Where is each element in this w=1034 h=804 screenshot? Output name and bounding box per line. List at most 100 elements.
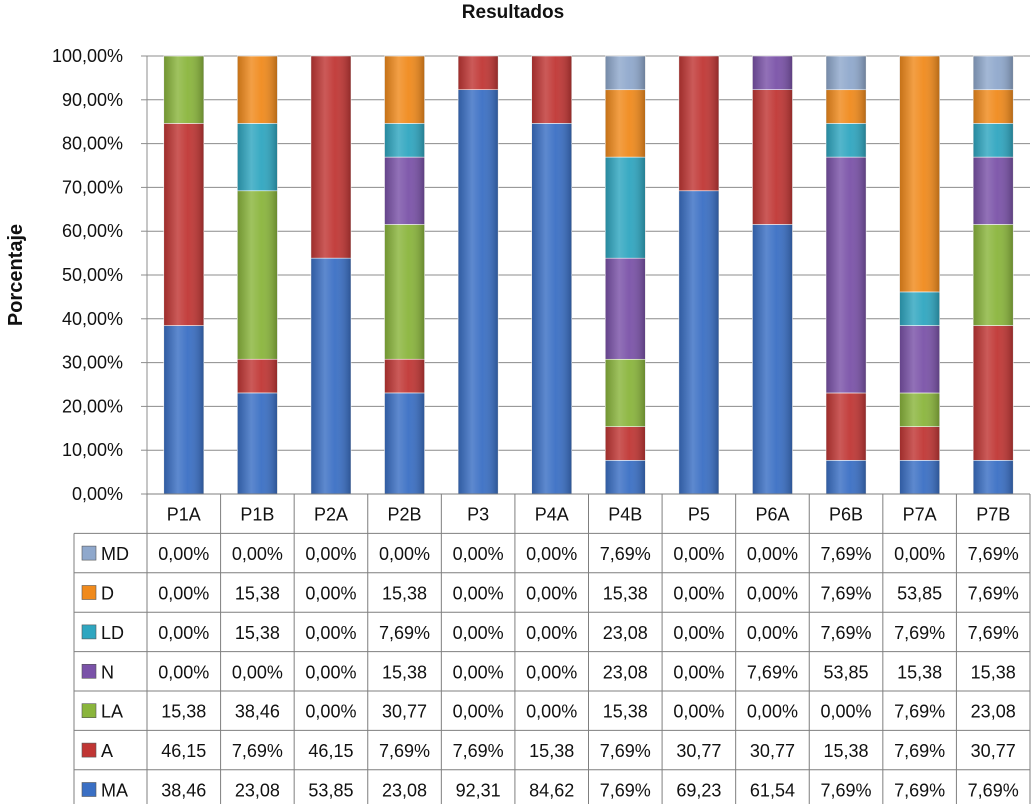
- table-cell: 23,08: [603, 662, 648, 682]
- table-cell: 30,77: [676, 741, 721, 761]
- y-tick-label: 90,00%: [62, 90, 123, 110]
- bar-shading: [163, 123, 204, 326]
- table-cell: 23,08: [971, 702, 1016, 722]
- table-cell: 7,69%: [894, 623, 945, 643]
- table-cell: 0,00%: [747, 584, 798, 604]
- table-cell: 0,00%: [821, 702, 872, 722]
- bar-shading: [826, 56, 867, 90]
- y-tick-label: 40,00%: [62, 309, 123, 329]
- table-cell: 0,00%: [673, 584, 724, 604]
- table-cell: 69,23: [676, 781, 721, 801]
- table-cell: 7,69%: [600, 781, 651, 801]
- table-cell: 0,00%: [526, 544, 577, 564]
- bar-shading: [384, 123, 425, 158]
- table-cell: 0,00%: [673, 544, 724, 564]
- table-cell: 0,00%: [453, 623, 504, 643]
- bar-shading: [605, 157, 646, 259]
- legend-label-la: LA: [101, 702, 123, 722]
- table-cell: 7,69%: [453, 741, 504, 761]
- bar-shading: [826, 460, 867, 494]
- table-cell: 0,00%: [305, 544, 356, 564]
- bar-shading: [678, 190, 719, 495]
- bar-shading: [899, 56, 940, 292]
- table-cell: 0,00%: [526, 702, 577, 722]
- table-cell: 46,15: [308, 741, 353, 761]
- bar-shading: [531, 56, 572, 124]
- chart-title: Resultados: [462, 2, 564, 23]
- bar-shading: [384, 224, 425, 360]
- table-cell: 0,00%: [673, 662, 724, 682]
- bar-shading: [899, 460, 940, 494]
- table-cell: 15,38: [161, 702, 206, 722]
- legend-swatch-ld: [81, 624, 97, 640]
- bar-shading: [826, 89, 867, 124]
- y-tick-label: 70,00%: [62, 177, 123, 197]
- legend-label-n: N: [101, 662, 114, 682]
- bar-shading: [973, 325, 1014, 461]
- table-cell: 30,77: [382, 702, 427, 722]
- bar-shading: [605, 426, 646, 461]
- bar-shading: [605, 89, 646, 158]
- legend-swatch-md: [81, 545, 97, 561]
- y-axis-label: Porcentaje: [5, 224, 27, 326]
- bar-shading: [973, 157, 1014, 225]
- category-label-p6b: P6B: [829, 505, 863, 525]
- table-cell: 7,69%: [894, 741, 945, 761]
- table-cell: 0,00%: [453, 584, 504, 604]
- bars: [163, 55, 1014, 495]
- table-cell: 15,38: [235, 623, 280, 643]
- bar-shading: [237, 359, 278, 393]
- bar-shading: [310, 258, 351, 494]
- category-label-p2a: P2A: [314, 505, 348, 525]
- table-cell: 15,38: [382, 584, 427, 604]
- bar-shading: [163, 325, 204, 494]
- table-cell: 0,00%: [747, 544, 798, 564]
- table-cell: 46,15: [161, 741, 206, 761]
- legend-label-md: MD: [101, 544, 129, 564]
- table-cell: 0,00%: [673, 702, 724, 722]
- table-cell: 7,69%: [968, 584, 1019, 604]
- table-cell: 7,69%: [821, 544, 872, 564]
- bar-shading: [973, 56, 1014, 90]
- bar-shading: [458, 56, 499, 90]
- bar-shading: [531, 123, 572, 494]
- category-label-p4a: P4A: [535, 505, 569, 525]
- bar-shading: [237, 392, 278, 494]
- bar-shading: [899, 325, 940, 393]
- table-cell: 23,08: [603, 623, 648, 643]
- bar-shading: [752, 224, 793, 494]
- y-tick-label: 50,00%: [62, 265, 123, 285]
- legend-label-ld: LD: [101, 623, 124, 643]
- table-cell: 7,69%: [232, 741, 283, 761]
- table-cell: 15,38: [529, 741, 574, 761]
- table-cell: 15,38: [971, 662, 1016, 682]
- bar-shading: [973, 460, 1014, 494]
- y-tick-label: 10,00%: [62, 440, 123, 460]
- table-cell: 7,69%: [600, 544, 651, 564]
- table-cell: 0,00%: [894, 544, 945, 564]
- legend-swatch-n: [81, 663, 97, 679]
- table-cell: 0,00%: [379, 544, 430, 564]
- bar-shading: [384, 157, 425, 225]
- table-cell: 38,46: [235, 702, 280, 722]
- y-tick-label: 30,00%: [62, 353, 123, 373]
- table-cell: 61,54: [750, 781, 795, 801]
- table-cell: 53,85: [824, 662, 869, 682]
- table-cell: 0,00%: [158, 662, 209, 682]
- bar-shading: [973, 89, 1014, 124]
- bar-shading: [237, 190, 278, 360]
- category-label-p3: P3: [467, 505, 489, 525]
- table-cell: 7,69%: [600, 741, 651, 761]
- category-label-p7b: P7B: [976, 505, 1010, 525]
- bar-shading: [605, 56, 646, 90]
- table-cell: 23,08: [235, 781, 280, 801]
- table-cell: 38,46: [161, 781, 206, 801]
- table-cell: 30,77: [750, 741, 795, 761]
- table-cell: 0,00%: [747, 702, 798, 722]
- table-cell: 0,00%: [305, 702, 356, 722]
- category-label-p5: P5: [688, 505, 710, 525]
- table-cell: 7,69%: [379, 741, 430, 761]
- bar-shading: [899, 291, 940, 326]
- bar-shading: [310, 56, 351, 259]
